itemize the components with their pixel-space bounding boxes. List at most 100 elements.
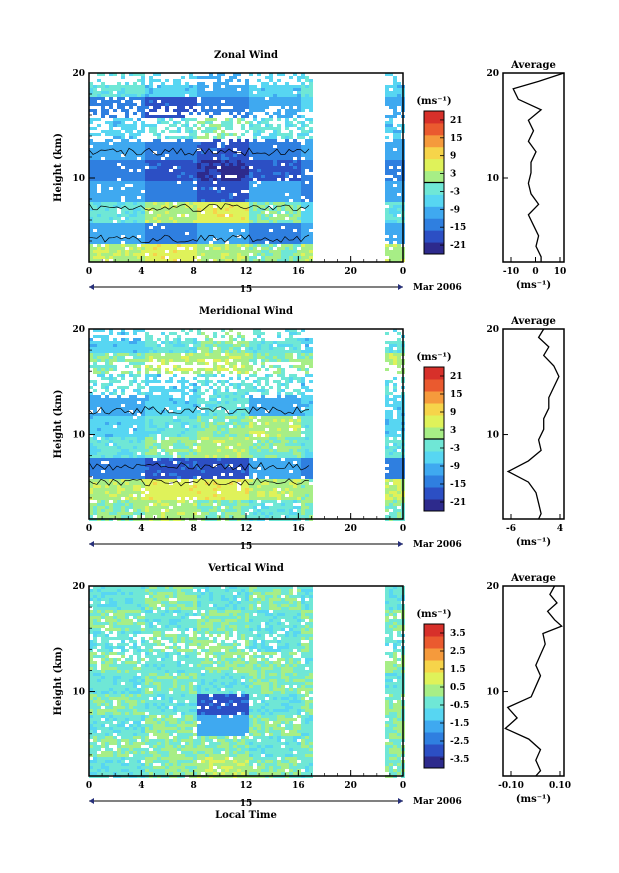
y-tick-label: 20 — [72, 325, 85, 335]
day-bar-arrow-right — [398, 541, 403, 547]
colorbar-tick-label: 3 — [450, 426, 456, 436]
colorbar-swatch — [424, 636, 444, 649]
x-tick-label: 8 — [191, 781, 197, 791]
colorbar-swatch — [424, 708, 444, 721]
colorbar-tick-label: 9 — [450, 152, 456, 162]
panel-1: Zonal Wind 20 10 Height (km) 0 4 8 12 16 20 0 15 Mar… — [53, 50, 566, 295]
colorbar-unit: (ms⁻¹) — [416, 352, 451, 363]
colorbar-tick-label: -0.5 — [450, 701, 469, 711]
panel-title: Meridional Wind — [199, 306, 293, 317]
day-label: 15 — [240, 285, 253, 295]
x-tick-label: 0 — [86, 781, 92, 791]
colorbar-tick-label: -15 — [450, 480, 466, 490]
colorbar-swatch — [424, 732, 444, 745]
average-x-tick-label: 0 — [532, 267, 538, 277]
y-axis-label: Height (km) — [53, 390, 64, 459]
colorbar-tick-label: 15 — [450, 390, 463, 400]
colorbar-tick-label: -21 — [450, 498, 466, 508]
colorbar-tick-label: 3 — [450, 170, 456, 180]
colorbar-unit: (ms⁻¹) — [416, 609, 451, 620]
average-x-tick-label: 4 — [557, 524, 563, 534]
x-tick-label: 8 — [191, 524, 197, 534]
average-unit: (ms⁻¹) — [516, 280, 551, 291]
colorbar-swatch — [424, 391, 444, 404]
y-axis-label: Height (km) — [53, 133, 64, 202]
x-tick-label: 20 — [344, 524, 357, 534]
average-title: Average — [510, 573, 556, 584]
date-label: Mar 2006 — [413, 283, 462, 293]
colorbar-swatch — [424, 379, 444, 392]
colorbar-swatch — [424, 475, 444, 488]
colorbar-swatch — [424, 648, 444, 661]
x-tick-label: 12 — [240, 781, 253, 791]
colorbar-swatch — [424, 684, 444, 697]
panel-title: Zonal Wind — [214, 50, 278, 61]
colorbar-swatch — [424, 720, 444, 733]
contour-line — [88, 405, 310, 415]
average-title: Average — [510, 316, 556, 327]
colorbar-tick-label: 0.5 — [450, 683, 466, 693]
colorbar-swatch — [424, 672, 444, 685]
colorbar-tick-label: 1.5 — [450, 665, 466, 675]
x-tick-label: 0 — [86, 524, 92, 534]
colorbar-swatch — [424, 242, 444, 255]
average-y-tick-label: 20 — [486, 325, 499, 335]
colorbar-tick-label: 9 — [450, 408, 456, 418]
x-tick-label: 16 — [292, 267, 305, 277]
average-x-tick-label: 10 — [554, 267, 567, 277]
average-unit: (ms⁻¹) — [516, 794, 551, 805]
x-tick-label: 0 — [86, 267, 92, 277]
colorbar-tick-label: 15 — [450, 134, 463, 144]
colorbar-swatch — [424, 170, 444, 183]
date-label: Mar 2006 — [413, 540, 462, 550]
x-tick-label: 20 — [344, 267, 357, 277]
colorbar-swatch — [424, 624, 444, 637]
x-tick-label: 0 — [400, 267, 406, 277]
day-bar-arrow-right — [398, 798, 403, 804]
average-y-tick-label: 20 — [486, 582, 499, 592]
panel-3: Vertical Wind 20 10 Height (km) 0 4 8 12 16 20 0 15… — [53, 563, 571, 821]
colorbar-swatch — [424, 111, 444, 124]
average-x-tick-label: 0.10 — [549, 781, 571, 791]
x-tick-label: 4 — [138, 524, 144, 534]
colorbar-swatch — [424, 427, 444, 440]
colorbar-tick-label: 3.5 — [450, 629, 466, 639]
average-y-tick-label: 10 — [486, 688, 499, 698]
average-profile-line — [512, 72, 565, 262]
colorbar-swatch — [424, 451, 444, 464]
average-x-tick-label: -10 — [503, 267, 519, 277]
colorbar-swatch — [424, 487, 444, 500]
heatmap-cells — [89, 586, 405, 778]
x-tick-label: 16 — [292, 781, 305, 791]
colorbar-tick-label: -1.5 — [450, 719, 469, 729]
colorbar-tick-label: -3.5 — [450, 755, 469, 765]
day-bar-arrow-left — [89, 541, 94, 547]
day-label: 15 — [240, 542, 253, 552]
average-x-tick-label: -6 — [506, 524, 516, 534]
average-y-tick-label: 10 — [486, 431, 499, 441]
colorbar-tick-label: -9 — [450, 462, 460, 472]
colorbar-swatch — [424, 158, 444, 172]
average-profile-line — [504, 585, 563, 777]
day-label: 15 — [240, 799, 253, 809]
y-tick-label: 10 — [72, 174, 85, 184]
average-plot: Average 20 10 -6 4 (ms⁻¹) — [486, 316, 565, 548]
x-tick-label: 4 — [138, 267, 144, 277]
x-tick-label: 12 — [240, 524, 253, 534]
average-frame — [502, 72, 565, 263]
colorbar-swatch — [424, 230, 444, 243]
colorbar-tick-label: 21 — [450, 372, 463, 382]
colorbar-swatch — [424, 415, 444, 428]
day-bar-arrow-left — [89, 284, 94, 290]
colorbar-swatch — [424, 696, 444, 709]
colorbar-tick-label: -21 — [450, 241, 466, 251]
y-axis-label: Height (km) — [53, 647, 64, 716]
x-tick-label: 4 — [138, 781, 144, 791]
x-tick-label: 0 — [400, 781, 406, 791]
x-tick-label: 20 — [344, 781, 357, 791]
panel-title: Vertical Wind — [207, 563, 284, 574]
panel-2: Meridional Wind 20 10 Height (km) 0 4 8 12 16 20 0… — [53, 306, 565, 552]
colorbar-tick-label: -3 — [450, 444, 460, 454]
